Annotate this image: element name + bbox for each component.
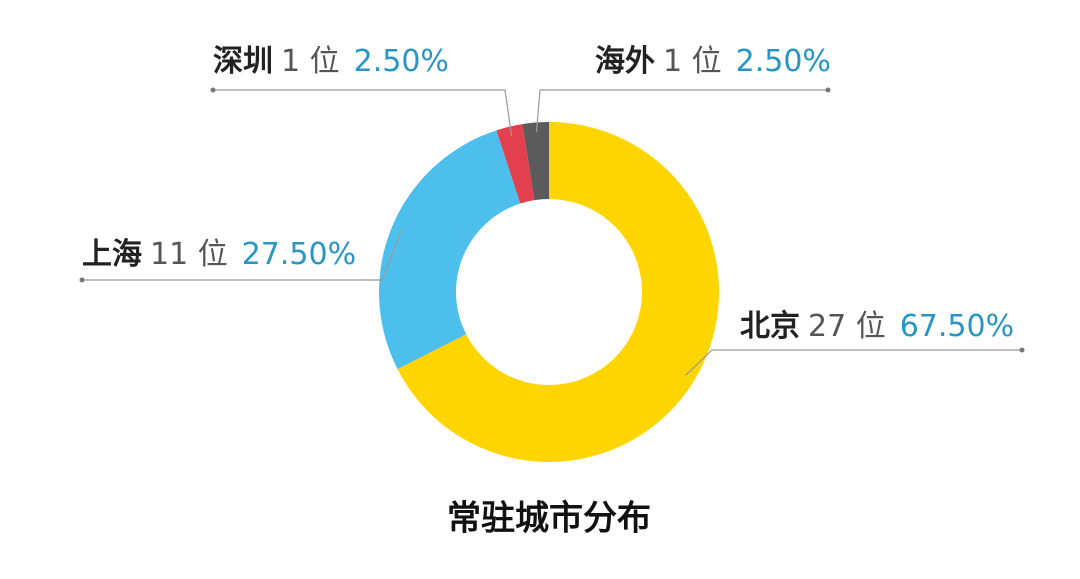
leader-dot (825, 87, 831, 93)
leader-dot (79, 277, 85, 283)
count-label: 11 位 (150, 237, 228, 272)
donut-slice (397, 122, 720, 462)
slice-label: 深圳 1 位 2.50% (213, 44, 449, 79)
count-label: 1 位 (663, 44, 722, 79)
slice-label: 北京 27 位 67.50% (740, 309, 1014, 344)
value-label: 27.50% (242, 237, 356, 272)
value-label: 2.50% (736, 44, 831, 79)
category-name: 深圳 (213, 44, 273, 79)
leader-dot (210, 87, 216, 93)
category-name: 上海 (82, 237, 142, 272)
category-name: 海外 (595, 44, 655, 79)
chart-title: 常驻城市分布 (447, 499, 651, 539)
donut-slice (379, 130, 521, 370)
donut-slice (496, 124, 535, 204)
count-label: 27 位 (808, 309, 886, 344)
slice-label: 海外 1 位 2.50% (595, 44, 831, 79)
leader-line (213, 89, 513, 137)
value-label: 67.50% (900, 309, 1014, 344)
count-label: 1 位 (281, 44, 340, 79)
value-label: 2.50% (354, 44, 449, 79)
leader-line (82, 230, 402, 281)
slice-label: 上海 11 位 27.50% (82, 237, 356, 272)
leader-dot (1019, 347, 1025, 353)
donut-slice (522, 122, 549, 201)
leader-line (685, 349, 1022, 377)
leader-line (535, 89, 828, 133)
category-name: 北京 (740, 309, 800, 344)
